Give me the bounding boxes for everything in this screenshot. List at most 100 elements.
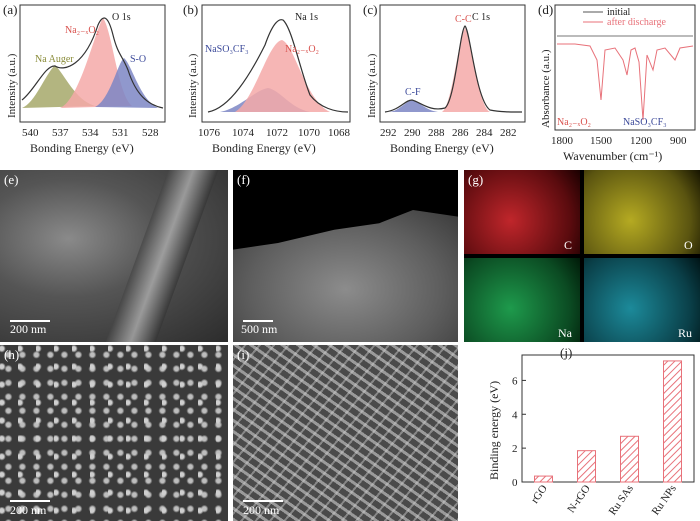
panel-letter: (c) — [363, 2, 377, 17]
legend-label-initial: initial — [607, 7, 631, 18]
y-axis-label: Intensity (a.u.) — [187, 53, 199, 118]
x-axis-label: Wavenumber (cm⁻¹) — [563, 149, 662, 163]
panel-h-sem-image: (h) 200 nm — [0, 345, 228, 521]
peak-label-na-auger: Na Auger — [35, 54, 74, 65]
bar-ru-sas — [620, 435, 639, 483]
panel-f-sem-image: (f) 500 nm — [233, 170, 458, 342]
annotation-naso3cf3: NaSO₃CF₃ — [623, 117, 667, 128]
eds-map-c — [464, 170, 580, 254]
tick-label: 1800 — [551, 135, 574, 147]
plot-frame — [379, 4, 526, 123]
y-axis-label: Absorbance (a.u.) — [540, 49, 552, 128]
panel-letter: (e) — [4, 172, 19, 187]
scale-bar — [10, 500, 50, 502]
y-tick-label: 4 — [512, 409, 518, 421]
tick-label: 1068 — [328, 127, 351, 139]
tick-label: 286 — [452, 127, 469, 139]
y-tick-label: 0 — [512, 477, 518, 489]
scale-bar — [243, 500, 283, 502]
y-axis-label: Binding energy (eV) — [487, 381, 501, 480]
annotation-na2xo2: Na₂₋ₓO₂ — [557, 117, 591, 128]
panel-letter: (a) — [3, 2, 17, 17]
panel-a-xps-o1s: (a) O 1s Na Auger Na₂₋ₓO₂ S-O 540 537 53… — [3, 2, 166, 155]
tick-label: 1200 — [630, 135, 653, 147]
flake-overlay — [233, 345, 458, 521]
eds-map-na — [464, 258, 580, 342]
plot-frame — [201, 4, 351, 123]
eds-label-ru: Ru — [678, 326, 693, 340]
tick-label: 282 — [500, 127, 517, 139]
plot-frame — [554, 4, 696, 131]
scale-bar — [243, 320, 273, 322]
tick-label: 290 — [404, 127, 421, 139]
eds-label-na: Na — [558, 326, 572, 340]
x-ticks: rGO N-rGO Ru SAs Ru NPs — [529, 483, 679, 518]
y-tick-label: 6 — [512, 375, 518, 387]
panel-tag: O 1s — [112, 12, 131, 23]
bar-n-rgo — [577, 450, 596, 483]
x-tick-label: Ru NPs — [650, 483, 679, 518]
bar-rgo — [534, 475, 553, 483]
bar-ru-nps — [663, 360, 682, 483]
panel-letter: (i) — [237, 347, 250, 362]
scale-bar-label: 200 nm — [243, 503, 280, 517]
y-tick-label: 2 — [512, 443, 518, 455]
eds-map-o — [584, 170, 700, 254]
tick-label: 284 — [476, 127, 493, 139]
panel-tag: Na 1s — [295, 12, 318, 23]
x-axis-label: Bonding Energy (eV) — [390, 141, 494, 155]
panel-c-xps-c1s: (c) C 1s C-C C-F 292 290 288 286 284 282… — [363, 2, 526, 155]
fit-envelope — [384, 25, 523, 113]
peak-label-so: S-O — [130, 54, 146, 65]
panel-g-eds-maps: (g) C O Na Ru — [464, 170, 700, 342]
panel-i-sem-image: (i) 200 nm — [233, 345, 458, 521]
bars — [534, 360, 682, 483]
peak-label-cc: C-C — [455, 14, 472, 25]
panel-letter: (h) — [4, 347, 20, 362]
cf-peak — [390, 100, 438, 112]
x-tick-label: rGO — [529, 483, 550, 506]
eds-map-ru — [584, 258, 700, 342]
plot-frame — [521, 354, 695, 483]
tick-label: 528 — [142, 127, 159, 139]
plot-frame — [19, 4, 166, 123]
panel-letter: (j) — [560, 345, 572, 360]
eds-label-o: O — [684, 238, 693, 252]
tick-label: 537 — [52, 127, 69, 139]
scale-bar-label: 200 nm — [10, 503, 47, 517]
x-tick-label: N-rGO — [565, 483, 593, 515]
panel-d-ftir: (d) initial after discharge Na₂₋ₓO₂ NaSO… — [538, 2, 696, 163]
tick-label: 288 — [428, 127, 445, 139]
y-axis-label: Intensity (a.u.) — [6, 53, 18, 118]
scale-bar — [10, 320, 50, 322]
scale-bar-label: 200 nm — [10, 322, 47, 336]
panel-tag: C 1s — [472, 12, 490, 23]
legend-label-after: after discharge — [607, 17, 667, 28]
scale-bar-label: 500 nm — [241, 322, 278, 336]
tick-label: 540 — [22, 127, 39, 139]
y-ticks: 0 2 4 6 — [512, 375, 526, 489]
panel-e-sem-image: (e) 200 nm — [0, 170, 228, 342]
fit-envelope — [21, 17, 164, 109]
peak-label-naso3cf3: NaSO₃CF₃ — [205, 44, 249, 55]
after-discharge-spectrum — [557, 43, 694, 121]
tick-label: 534 — [82, 127, 99, 139]
panel-b-xps-na1s: (b) Na 1s NaSO₃CF₃ Na₂₋ₓO₂ 1076 1074 107… — [183, 2, 351, 155]
eds-label-c: C — [564, 238, 573, 252]
x-axis-label: Bonding Energy (eV) — [30, 141, 134, 155]
cc-peak — [442, 28, 490, 112]
x-axis-label: Bonding Energy (eV) — [212, 141, 316, 155]
panel-j-binding-energy-chart: (j) 0 2 4 6 rGO N-rGO Ru SAs Ru NPs Binding en… — [487, 345, 695, 518]
tick-label: 1072 — [266, 127, 288, 139]
panel-letter: (d) — [538, 2, 553, 17]
x-ticks: 1076 1074 1072 1070 1068 — [198, 127, 351, 139]
tick-label: 531 — [112, 127, 129, 139]
peak-label-na2xo2: Na₂₋ₓO₂ — [285, 44, 319, 55]
peak-label-na2xo2: Na₂₋ₓO₂ — [65, 25, 99, 36]
tick-label: 900 — [670, 135, 687, 147]
na2xo2-peak — [235, 40, 330, 112]
ridge-texture — [105, 170, 219, 342]
legend: initial after discharge — [583, 7, 667, 28]
tick-label: 1076 — [198, 127, 221, 139]
x-ticks: 1800 1500 1200 900 — [551, 135, 687, 147]
